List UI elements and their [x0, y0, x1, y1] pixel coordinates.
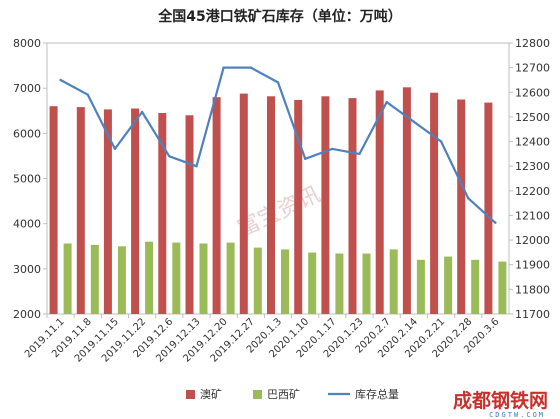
y-right-tick-label: 12800: [515, 37, 550, 50]
bar-brazil-2020.1.10: [308, 252, 317, 314]
bar-aus-2019.12.27: [239, 93, 248, 314]
bar-aus-2020.3.6: [484, 102, 493, 314]
line-point-2020.2.28: [467, 197, 470, 200]
line-point-2020.1.10: [304, 157, 307, 160]
line-point-2020.2.21: [439, 140, 443, 143]
bar-aus-2019.11.22: [131, 108, 140, 314]
line-point-2019.12.13: [195, 165, 198, 168]
y-right-tick-label: 12600: [515, 86, 550, 99]
y-right-tick-label: 12200: [515, 185, 550, 198]
bar-brazil-2020.1.23: [362, 253, 371, 314]
line-point-2020.1.23: [358, 152, 361, 156]
y-right-tick-label: 11700: [515, 308, 550, 321]
bar-aus-2019.12.6: [158, 113, 167, 314]
bar-brazil-2020.2.14: [416, 259, 425, 314]
chart-title: 全国45港口铁矿石库存（单位：万吨）: [157, 8, 401, 25]
bar-series-group: [49, 87, 507, 315]
y-axis-right: 11700 11800 11900 12000 12100 12200 12300 12400…: [509, 37, 550, 321]
bar-brazil-2019.11.22: [145, 241, 154, 314]
y-left-tick-label: 8000: [13, 37, 41, 50]
y-right-tick-label: 11800: [515, 283, 550, 296]
line-point-2020.3.6: [494, 221, 497, 224]
corner-watermark-sub: CDGTW.COM: [489, 411, 545, 419]
line-point-2020.1.3: [276, 81, 280, 84]
bar-brazil-2020.2.28: [471, 259, 480, 314]
y-left-tick-label: 6000: [13, 127, 41, 140]
y-right-tick-label: 12300: [515, 160, 550, 173]
x-axis: 2019.11.12019.11.82019.11.152019.11.2220…: [23, 314, 502, 365]
bar-aus-2020.1.17: [321, 96, 330, 314]
y-left-tick-label: 4000: [13, 218, 41, 231]
y-axis-left: 2000 3000 4000 5000 6000 7000 8000: [13, 37, 47, 321]
bar-brazil-2019.12.13: [199, 243, 208, 314]
bar-brazil-2019.11.8: [90, 244, 99, 314]
legend-label: 巴西矿: [267, 388, 300, 401]
y-right-tick-label: 12400: [515, 136, 550, 149]
line-point-2019.11.15: [113, 147, 117, 151]
bar-aus-2020.2.14: [402, 87, 411, 314]
bar-brazil-2020.3.6: [498, 261, 507, 314]
legend-label: 库存总量: [355, 387, 399, 401]
bar-brazil-2019.11.1: [63, 243, 72, 314]
line-point-2020.2.7: [385, 100, 388, 104]
bar-aus-2019.11.1: [49, 106, 58, 314]
legend-swatch: [186, 390, 195, 399]
line-point-2019.12.6: [168, 155, 171, 158]
y-right-tick-label: 12100: [515, 209, 550, 222]
bar-brazil-2020.2.21: [444, 256, 453, 314]
bar-aus-2019.12.20: [212, 97, 221, 314]
bar-aus-2019.11.8: [76, 107, 85, 314]
corner-watermark-text: 成都钢铁网: [453, 389, 548, 412]
line-point-2019.12.20: [222, 66, 225, 69]
bar-aus-2020.2.21: [430, 92, 439, 314]
y-left-tick-label: 7000: [13, 82, 41, 95]
bar-aus-2020.2.7: [375, 90, 384, 315]
bar-brazil-2019.12.27: [253, 247, 262, 314]
y-left-tick-label: 5000: [13, 173, 41, 186]
y-right-tick-label: 12500: [515, 111, 550, 124]
bar-brazil-2020.1.3: [281, 249, 289, 314]
bar-aus-2020.1.23: [348, 98, 357, 314]
y-left-tick-label: 3000: [13, 263, 41, 276]
line-point-2020.2.14: [412, 120, 416, 124]
y-right-tick-label: 12700: [515, 62, 550, 75]
line-point-2019.11.1: [59, 78, 62, 82]
y-right-tick-label: 11900: [515, 259, 550, 272]
bar-brazil-2019.11.15: [117, 246, 126, 315]
line-point-2020.1.17: [331, 147, 334, 151]
bar-aus-2020.2.28: [457, 99, 466, 314]
legend: 澳矿 巴西矿 库存总量: [186, 387, 399, 401]
bar-brazil-2019.12.20: [226, 242, 235, 314]
bar-aus-2019.12.13: [185, 115, 194, 314]
bar-aus-2019.11.15: [103, 109, 112, 315]
line-series-group: [59, 66, 497, 224]
y-left-tick-label: 2000: [13, 308, 41, 321]
bar-brazil-2020.1.17: [335, 253, 344, 314]
legend-swatch: [253, 390, 262, 399]
bar-aus-2020.1.3: [267, 96, 275, 314]
bar-brazil-2019.12.6: [172, 242, 181, 314]
line-point-2019.12.27: [249, 66, 252, 69]
bar-aus-2020.1.10: [294, 99, 303, 315]
line-point-2019.11.8: [86, 93, 90, 96]
line-point-2019.11.22: [140, 110, 144, 114]
bar-brazil-2020.2.7: [389, 249, 398, 314]
y-right-tick-label: 12000: [515, 234, 550, 247]
legend-label: 澳矿: [200, 388, 222, 401]
